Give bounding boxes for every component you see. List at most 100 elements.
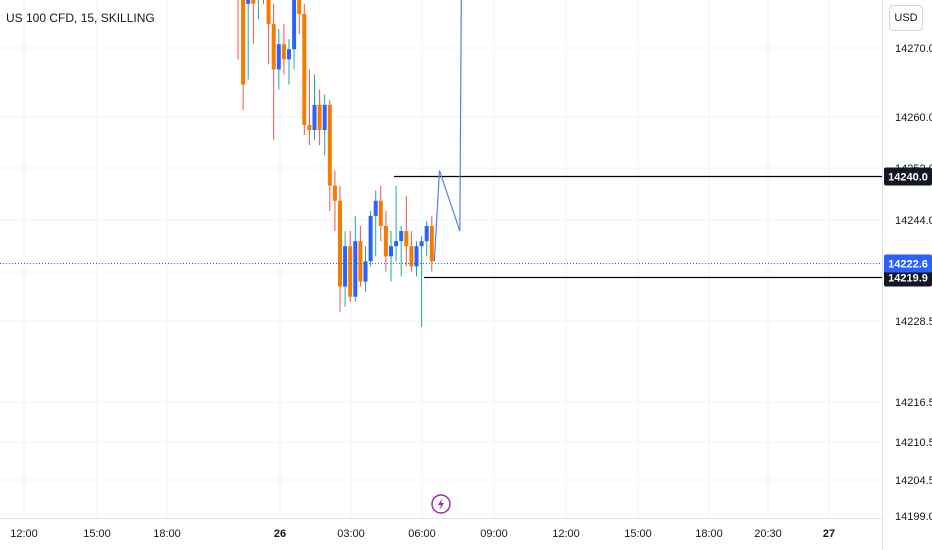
candle: [317, 89, 322, 146]
candle-body: [266, 0, 271, 24]
candle-body: [424, 226, 429, 242]
candle: [241, 0, 246, 110]
price-tick-label: 14199.0: [895, 511, 932, 523]
candle: [246, 0, 251, 80]
candle: [338, 185, 342, 312]
candle: [292, 0, 297, 70]
candle: [429, 215, 434, 272]
currency-button[interactable]: USD: [889, 5, 923, 31]
time-tick-label: 03:00: [337, 528, 365, 540]
candle-body: [414, 246, 419, 267]
time-tick-label: 18:00: [695, 528, 723, 540]
candle-body: [389, 246, 393, 257]
candle: [312, 74, 317, 141]
candle: [237, 0, 239, 60]
candle-body: [353, 241, 358, 297]
level-price-label: 14240.0: [888, 172, 928, 184]
time-tick-label: 12:00: [552, 528, 580, 540]
candle-body: [287, 49, 291, 60]
level-price-label: 14219.9: [888, 273, 928, 285]
candle: [348, 231, 353, 302]
candle: [389, 231, 393, 282]
candle: [297, 0, 302, 35]
candle: [322, 94, 327, 156]
candle: [358, 226, 363, 287]
candle-body: [373, 200, 378, 216]
time-axis[interactable]: 12:00 15:00 18:00 26 03:00 06:00 09:00 12:00 15:…: [0, 518, 882, 541]
candle-body: [394, 241, 399, 247]
candle: [266, 0, 271, 65]
candle-body: [302, 13, 307, 125]
lightning-glyph: [438, 498, 444, 510]
candle: [399, 226, 404, 277]
price-tick-label: 14228.5: [895, 316, 932, 328]
candle-body: [419, 241, 424, 247]
price-tick-label: 14270.0: [895, 43, 932, 55]
candle-body: [429, 226, 434, 262]
time-tick-label: 20:30: [754, 528, 782, 540]
time-tick-label: 27: [823, 528, 835, 540]
time-tick-label: 15:00: [624, 528, 652, 540]
candle-body: [241, 0, 246, 85]
candle: [271, 3, 276, 141]
candles: [237, 0, 434, 327]
candle-body: [327, 104, 332, 186]
candle-body: [322, 104, 327, 131]
candle-body: [246, 0, 251, 4]
chart-grid: [0, 0, 882, 518]
last-price-label: 14222.6: [888, 259, 928, 271]
candle-body: [332, 185, 337, 201]
candle: [394, 185, 399, 262]
candle: [363, 246, 368, 292]
candle-body: [343, 246, 348, 287]
projection-line: [433, 0, 462, 262]
candle-body: [292, 0, 297, 50]
candle: [257, 0, 259, 19]
candle-body: [409, 246, 414, 267]
candle: [414, 241, 419, 277]
candle-body: [271, 24, 276, 70]
candle: [409, 231, 414, 272]
candle: [302, 3, 307, 136]
level-price-tag: [884, 167, 932, 186]
price-tick-label: 14244.0: [895, 215, 932, 227]
candle-body: [383, 226, 388, 257]
event-marker[interactable]: [431, 494, 451, 514]
candle-body: [251, 0, 256, 4]
horizontal-levels: [394, 175, 882, 279]
candle-body: [281, 44, 286, 60]
last-price-tag: [884, 254, 932, 273]
candle: [287, 39, 291, 85]
candle-body: [276, 44, 281, 70]
candle: [368, 210, 373, 267]
candle-body: [338, 200, 342, 287]
candle-body: [368, 215, 373, 262]
price-axis[interactable]: 14270.014260.014252.014244.014236.014228…: [882, 0, 932, 550]
candle: [343, 231, 348, 307]
candle: [353, 215, 358, 302]
candle: [373, 190, 378, 257]
candle-body: [348, 246, 353, 297]
candle-body: [317, 104, 322, 131]
candle-body: [297, 0, 302, 14]
projection-path: [433, 0, 462, 262]
time-tick-label: 09:00: [480, 528, 508, 540]
time-tick-label: 06:00: [408, 528, 436, 540]
candle-body: [378, 200, 383, 226]
candle: [307, 69, 312, 146]
price-tick-label: 14204.5: [895, 475, 932, 487]
candle: [419, 236, 424, 327]
candle: [404, 195, 409, 267]
candle-body: [358, 241, 363, 282]
time-tick-label: 18:00: [153, 528, 181, 540]
candle: [332, 170, 337, 232]
candle: [276, 29, 281, 90]
time-tick-label: 26: [274, 528, 286, 540]
time-tick-label: 12:00: [10, 528, 38, 540]
candle: [281, 24, 286, 75]
candle-body: [363, 261, 368, 282]
candle-body: [312, 104, 317, 131]
candle-body: [399, 231, 404, 242]
candle-body: [404, 231, 409, 247]
